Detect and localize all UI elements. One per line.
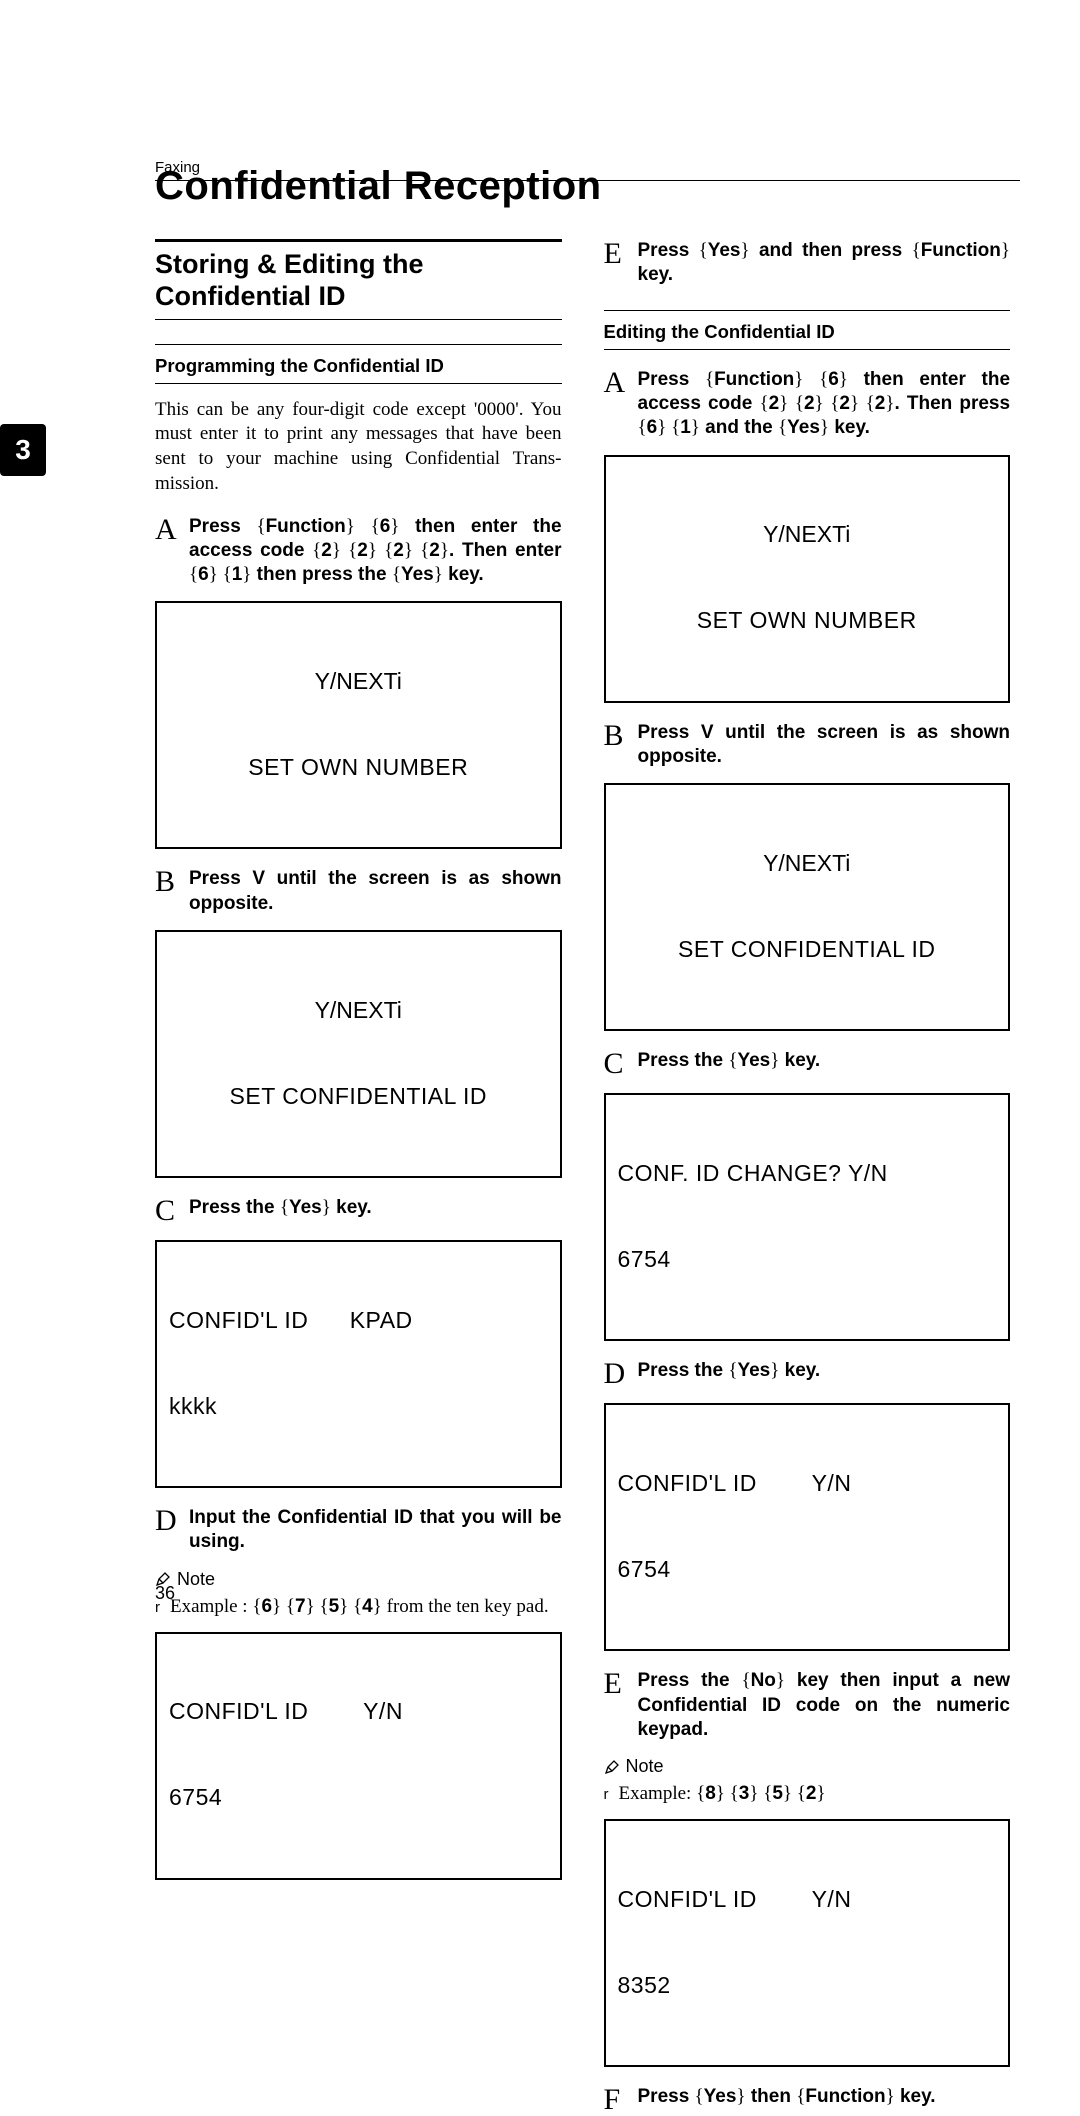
step-F: F Press Yes then Function key. <box>604 2085 1011 2115</box>
lcd-line2: 6754 <box>618 1245 997 1274</box>
step-text: Press Yes then Function key. <box>638 2085 1011 2115</box>
step-D: D Input the Confidential ID that you wil… <box>155 1506 562 1555</box>
step-marker: F <box>604 2085 632 2115</box>
step-marker: C <box>604 1049 632 1079</box>
columns: Storing & Editing the Confidential ID Pr… <box>155 239 1010 2115</box>
step-text: Press the No key then input a new Confid… <box>638 1669 1011 1742</box>
step-A: A Press Function 6 then enter the access… <box>155 515 562 588</box>
lcd-line1: CONF. ID CHANGE? Y/N <box>618 1159 997 1188</box>
lcd-line1: CONFID'L ID Y/N <box>618 1469 997 1498</box>
subsection-title-block: Programming the Confidential ID <box>155 344 562 384</box>
section-title: Storing & Editing the Confidential ID <box>155 248 562 313</box>
step-text: Press the Yes key. <box>189 1196 562 1226</box>
step-text: Press the Yes key. <box>638 1049 1011 1079</box>
step-D: D Press the Yes key. <box>604 1359 1011 1389</box>
step-text: Press V until the screen is as shown opp… <box>638 721 1011 770</box>
lcd-line2: 6754 <box>169 1783 548 1812</box>
page-title: Confidential Reception <box>155 164 1010 209</box>
note-head: Note <box>604 1756 1011 1777</box>
lcd-display: Y/NEXTi SET OWN NUMBER <box>604 455 1011 703</box>
lcd-line2: SET CONFIDENTIAL ID <box>169 1082 548 1111</box>
note-block: Note r Example: 8 3 5 2 <box>604 1756 1011 1805</box>
step-B: B Press V until the screen is as shown o… <box>155 867 562 916</box>
step-text: Press Function 6 then enter the access c… <box>189 515 562 588</box>
lcd-line1: CONFID'L ID Y/N <box>169 1697 548 1726</box>
chapter-tab: 3 <box>0 424 46 476</box>
lcd-line2: SET OWN NUMBER <box>618 606 997 635</box>
lcd-line1: Y/NEXTi <box>169 996 548 1025</box>
running-head: Faxing <box>155 159 200 176</box>
lcd-line2: SET OWN NUMBER <box>169 753 548 782</box>
note-head: Note <box>155 1569 562 1590</box>
step-marker: C <box>155 1196 183 1226</box>
step-E: E Press Yes and then press Func­tion key… <box>604 239 1011 288</box>
step-C: C Press the Yes key. <box>604 1049 1011 1079</box>
step-text: Press Function 6 then enter the access c… <box>638 368 1011 441</box>
step-text: Press V until the screen is as shown opp… <box>189 867 562 916</box>
lcd-display: CONF. ID CHANGE? Y/N 6754 <box>604 1093 1011 1341</box>
intro-text: This can be any four-digit code except '… <box>155 398 562 497</box>
step-marker: A <box>604 368 632 441</box>
pencil-icon <box>604 1759 620 1775</box>
step-marker: D <box>155 1506 183 1555</box>
step-marker: D <box>604 1359 632 1389</box>
step-E2: E Press the No key then input a new Conf… <box>604 1669 1011 1742</box>
step-A: A Press Function 6 then enter the access… <box>604 368 1011 441</box>
note-block: Note r Example : 6 7 5 4 from the ten ke… <box>155 1569 562 1618</box>
lcd-line1: CONFID'L ID KPAD <box>169 1306 548 1335</box>
note-item: r Example: 8 3 5 2 <box>604 1783 1011 1805</box>
lcd-display: Y/NEXTi SET CONFIDENTIAL ID <box>155 930 562 1178</box>
lcd-line2: SET CONFIDENTIAL ID <box>618 935 997 964</box>
lcd-display: CONFID'L ID Y/N 6754 <box>155 1632 562 1880</box>
left-column: Storing & Editing the Confidential ID Pr… <box>155 239 562 2115</box>
running-head-rule <box>155 180 1020 181</box>
step-marker: E <box>604 239 632 288</box>
step-B: B Press V until the screen is as shown o… <box>604 721 1011 770</box>
lcd-line1: Y/NEXTi <box>618 849 997 878</box>
page-number: 36 <box>155 1583 175 1604</box>
subsection-title: Programming the Confidential ID <box>155 355 562 377</box>
lcd-display: CONFID'L ID KPAD kkkk <box>155 1240 562 1488</box>
step-marker: A <box>155 515 183 588</box>
step-text: Press Yes and then press Func­tion key. <box>638 239 1011 288</box>
page: Faxing 3 Confidential Reception Storing … <box>70 164 1010 1524</box>
subsection-title-block: Editing the Confidential ID <box>604 310 1011 350</box>
subsection-title: Editing the Confidential ID <box>604 321 1011 343</box>
note-item: r Example : 6 7 5 4 from the ten key pad… <box>155 1596 562 1618</box>
lcd-line2: 8352 <box>618 1971 997 2000</box>
step-marker: B <box>604 721 632 770</box>
lcd-display: CONFID'L ID Y/N 8352 <box>604 1819 1011 2067</box>
step-marker: E <box>604 1669 632 1742</box>
lcd-line2: 6754 <box>618 1555 997 1584</box>
right-column: E Press Yes and then press Func­tion key… <box>604 239 1011 2115</box>
step-text: Input the Confidential ID that you will … <box>189 1506 562 1555</box>
lcd-display: Y/NEXTi SET OWN NUMBER <box>155 601 562 849</box>
lcd-line1: Y/NEXTi <box>618 520 997 549</box>
lcd-display: CONFID'L ID Y/N 6754 <box>604 1403 1011 1651</box>
step-marker: B <box>155 867 183 916</box>
step-C: C Press the Yes key. <box>155 1196 562 1226</box>
lcd-display: Y/NEXTi SET CONFIDENTIAL ID <box>604 783 1011 1031</box>
lcd-line2: kkkk <box>169 1392 548 1421</box>
step-text: Press the Yes key. <box>638 1359 1011 1389</box>
section-title-block: Storing & Editing the Confidential ID <box>155 239 562 320</box>
lcd-line1: CONFID'L ID Y/N <box>618 1885 997 1914</box>
lcd-line1: Y/NEXTi <box>169 667 548 696</box>
